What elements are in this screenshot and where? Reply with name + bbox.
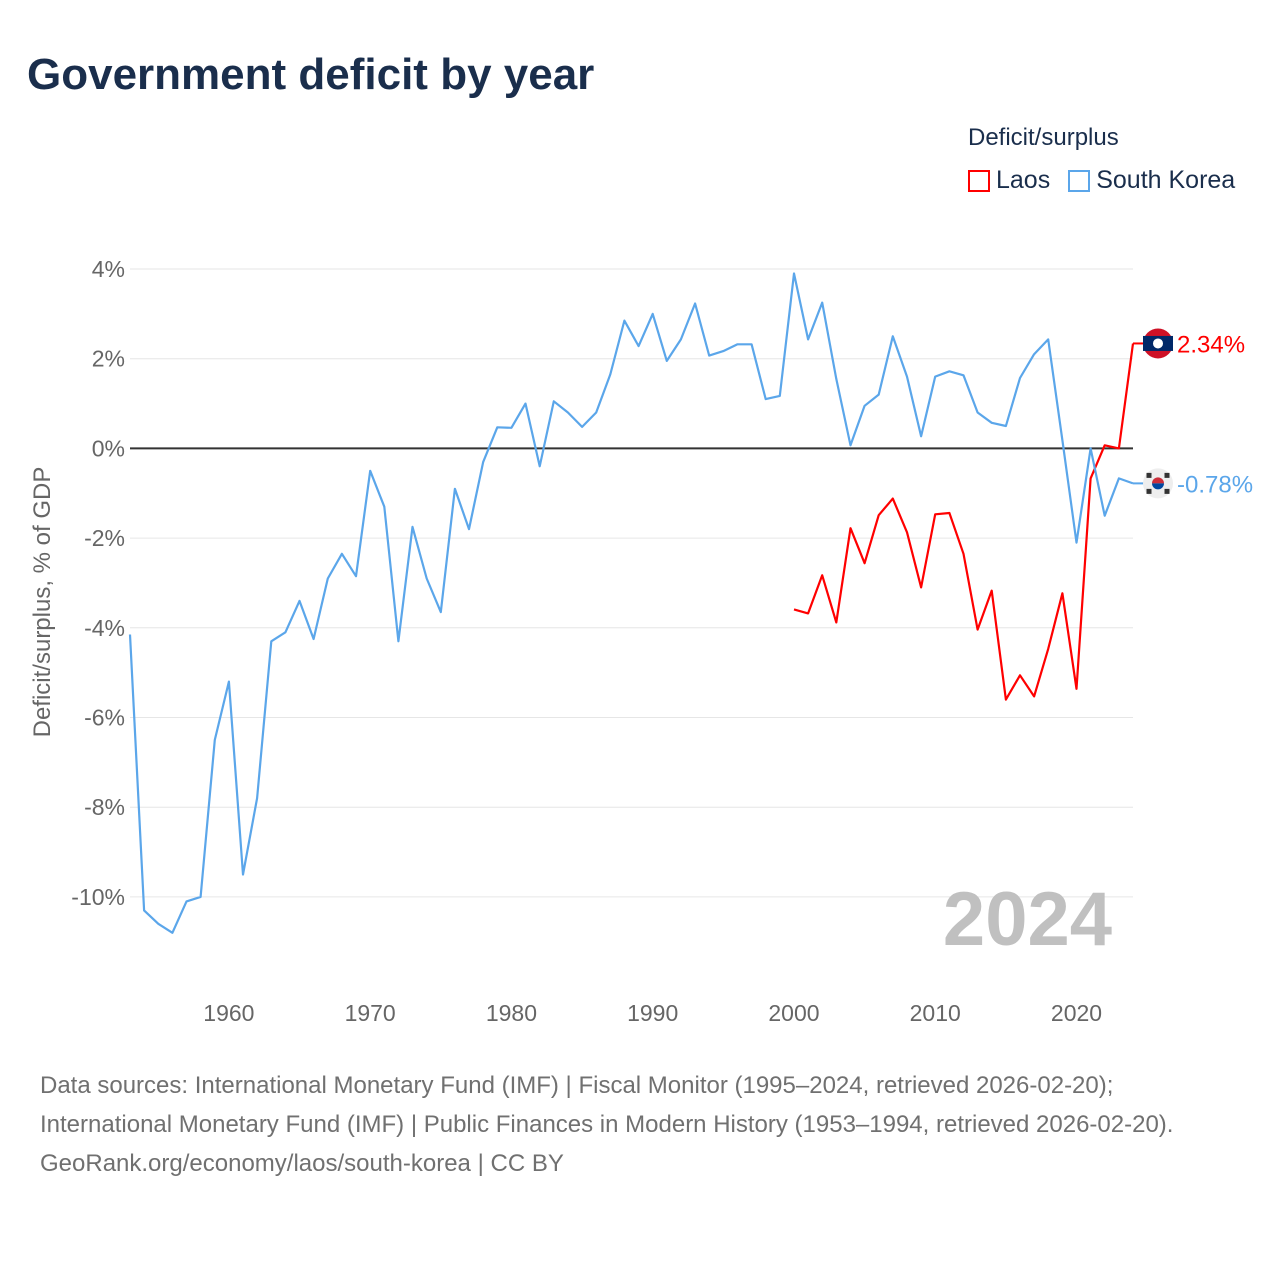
legend: Laos South Korea [968,166,1235,195]
x-tick-label: 2000 [768,1000,819,1026]
y-tick-label: -10% [71,884,125,910]
x-tick-label: 2020 [1051,1000,1102,1026]
x-tick-label: 1990 [627,1000,678,1026]
flag-trigram [1146,472,1152,478]
south-korea-flag-icon [1143,468,1173,499]
y-tick-label: -6% [84,705,125,731]
legend-label-laos: Laos [996,166,1051,194]
line-chart: 4% 2% 0% -2% -4% -6% -8% -10% 1960 1970 1980 1990 20… [29,256,1253,1026]
y-axis-label: Deficit/surplus, % of GDP [29,467,56,738]
y-tick-label: 4% [92,256,125,282]
x-tick-label: 1980 [486,1000,537,1026]
legend-title: Deficit/surplus [968,124,1119,151]
y-tick-label: 2% [92,346,125,372]
legend-item-south-korea[interactable]: South Korea [1068,166,1235,195]
separator: | [470,1150,491,1177]
flag-taeguk-red [1152,477,1164,484]
end-value-label-south-korea: -0.78% [1177,471,1253,498]
chart-title: Government deficit by year [27,50,595,99]
attribution: GeoRank.org/economy/laos/south-korea | C… [40,1144,1240,1183]
y-tick-label: -8% [84,794,125,820]
license: CC BY [490,1150,564,1177]
watermark-year: 2024 [943,877,1112,962]
y-tick-label: 0% [92,435,125,461]
footer: Data sources: International Monetary Fun… [40,1066,1240,1183]
flag-trigram [1146,488,1152,494]
x-tick-label: 1960 [203,1000,254,1026]
flag-trigram [1164,472,1170,478]
series-line-south-korea [128,272,1134,934]
legend-label-south-korea: South Korea [1096,166,1236,194]
y-tick-label: -2% [84,525,125,551]
flag-trigram [1164,488,1170,494]
series-line-laos [793,343,1135,701]
source-link[interactable]: GeoRank.org/economy/laos/south-korea [40,1150,471,1177]
flag-white-disc [1153,338,1163,349]
legend-swatch-south-korea [1068,169,1091,192]
x-tick-label: 1970 [345,1000,396,1026]
laos-flag-icon [1143,328,1173,359]
legend-swatch-laos [968,169,990,192]
y-tick-label: -4% [84,615,125,641]
x-tick-label: 2010 [910,1000,961,1026]
legend-item-laos[interactable]: Laos [968,166,1050,195]
data-sources: Data sources: International Monetary Fun… [40,1072,1174,1138]
flag-taeguk-blue [1152,483,1164,490]
end-value-label-laos: 2.34% [1177,331,1245,358]
